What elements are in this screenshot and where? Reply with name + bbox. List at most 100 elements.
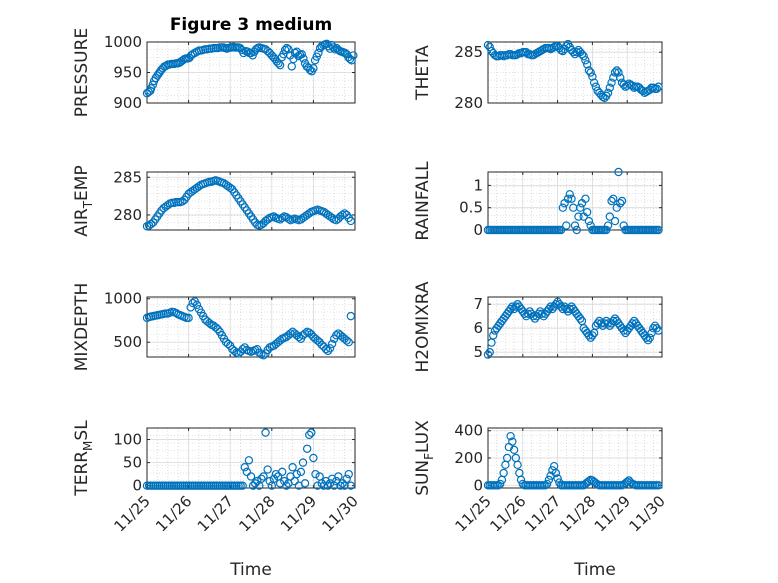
- data-point: [556, 45, 566, 55]
- data-point: [570, 221, 580, 230]
- y-axis-label: RAINFALL: [413, 161, 433, 241]
- data-point: [275, 336, 285, 345]
- data-point: [565, 304, 574, 314]
- data-point: [572, 47, 581, 57]
- data-point: [549, 42, 559, 52]
- y-axis-label-suffix: LUX: [413, 420, 433, 453]
- data-point: [649, 83, 658, 92]
- data-point: [617, 196, 627, 206]
- data-point: [588, 72, 597, 81]
- data-point: [565, 190, 574, 199]
- subplot-theta: 280 285 THETA: [413, 39, 663, 112]
- data-point: [563, 194, 573, 203]
- x-tick-label: 11/25: [452, 492, 495, 535]
- data-point: [544, 475, 554, 485]
- data-point: [244, 456, 254, 465]
- data-point: [223, 339, 233, 349]
- data-point: [551, 468, 561, 478]
- data-point: [529, 312, 538, 321]
- data-point: [546, 302, 555, 311]
- data-point: [284, 45, 293, 54]
- y-axis-label-main: MIXDEPTH: [72, 283, 92, 372]
- data-point: [305, 328, 314, 337]
- data-point: [334, 472, 343, 481]
- data-point: [225, 183, 235, 193]
- y-tick-label: 500: [113, 333, 142, 351]
- data-point: [311, 469, 320, 479]
- data-point: [537, 309, 547, 318]
- data-point: [248, 481, 258, 490]
- y-tick-label: 100: [113, 431, 142, 449]
- data-point: [603, 319, 613, 328]
- axes-box: [487, 41, 663, 104]
- data-point: [313, 336, 322, 345]
- data-point: [213, 324, 222, 334]
- y-axis-label-main: PRESSURE: [72, 28, 92, 117]
- data-point: [598, 92, 608, 102]
- data-point: [485, 348, 494, 357]
- data-point: [609, 194, 618, 203]
- data-point: [253, 476, 262, 486]
- data-point: [605, 212, 615, 221]
- data-point: [259, 472, 268, 481]
- data-point: [603, 221, 613, 230]
- data-point: [257, 474, 266, 483]
- y-tick-label: 280: [113, 206, 142, 224]
- data-point: [327, 339, 337, 349]
- data-point: [309, 453, 318, 463]
- data-point: [323, 481, 333, 490]
- data-point: [344, 469, 353, 479]
- data-point: [242, 467, 252, 477]
- data-point: [562, 221, 571, 230]
- data-point: [576, 314, 585, 323]
- data-point: [558, 203, 568, 212]
- x-tick-label: 11/29: [277, 492, 320, 535]
- data-point: [188, 298, 197, 308]
- y-tick-label: 5: [473, 343, 483, 361]
- y-tick-label: 1000: [104, 290, 142, 308]
- data-point: [508, 437, 517, 446]
- data-point: [553, 474, 562, 483]
- data-point: [292, 469, 301, 479]
- data-point: [607, 78, 616, 87]
- data-point: [146, 219, 156, 229]
- x-tick-label: 11/30: [319, 492, 362, 535]
- data-point: [610, 68, 620, 77]
- data-point: [315, 338, 324, 347]
- data-point: [323, 346, 333, 356]
- data-point: [263, 46, 272, 56]
- data-point: [347, 56, 356, 65]
- y-axis-label: THETA: [413, 45, 433, 101]
- y-tick-label: 7: [473, 295, 483, 313]
- data-point: [321, 344, 331, 354]
- x-tick-label: 11/27: [521, 492, 564, 535]
- x-tick-label: 11/28: [556, 492, 599, 535]
- y-axis-label: H2OMIXRA: [413, 281, 433, 372]
- data-point: [616, 199, 625, 208]
- data-point: [581, 194, 590, 203]
- y-tick-label: 280: [454, 94, 483, 112]
- data-point: [344, 338, 353, 347]
- data-point: [581, 56, 590, 65]
- y-axis-label-suffix: EMP: [72, 165, 92, 201]
- data-point: [506, 304, 515, 314]
- data-point: [577, 50, 587, 59]
- data-point: [654, 225, 663, 235]
- data-point: [616, 73, 625, 82]
- data-point: [282, 43, 291, 53]
- y-tick-label: 400: [454, 422, 483, 440]
- y-tick-label: 1000: [104, 33, 142, 51]
- data-point: [313, 481, 322, 490]
- y-axis-label-sub: M: [81, 441, 95, 451]
- data-point: [346, 311, 356, 321]
- data-point: [589, 78, 599, 87]
- x-axis-label-left: Time: [229, 560, 272, 580]
- data-point: [502, 453, 512, 463]
- data-point: [603, 88, 613, 98]
- data-point: [645, 333, 655, 342]
- data-point: [297, 50, 306, 59]
- data-point: [259, 351, 268, 360]
- x-tick-label: 11/30: [626, 492, 669, 535]
